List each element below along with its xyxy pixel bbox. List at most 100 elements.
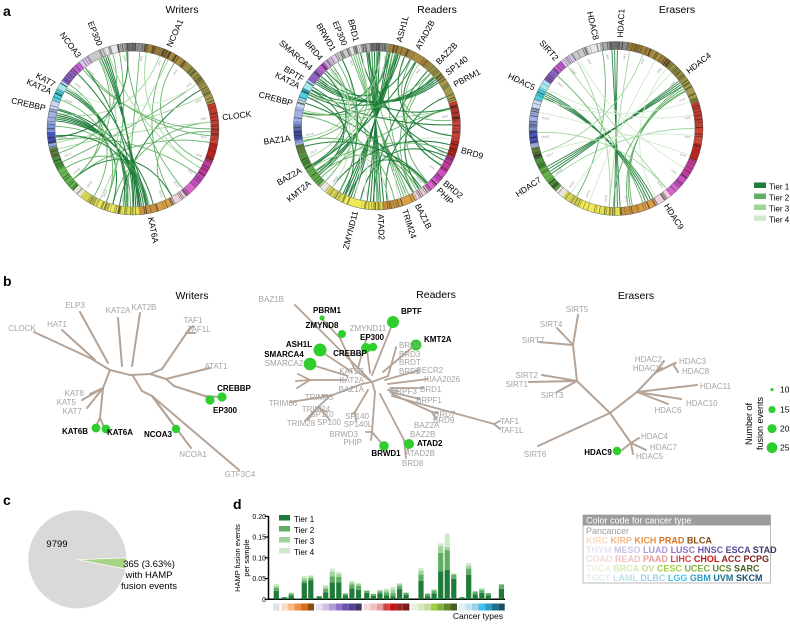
- svg-text:chr21: chr21: [74, 82, 83, 90]
- svg-text:KAT2B: KAT2B: [132, 303, 157, 312]
- svg-text:d: d: [233, 496, 242, 512]
- svg-text:ZMYND11: ZMYND11: [350, 324, 387, 333]
- svg-text:SMARCA4: SMARCA4: [264, 350, 304, 359]
- svg-text:TAF1L: TAF1L: [500, 426, 524, 435]
- svg-text:BRD4: BRD4: [399, 341, 421, 350]
- svg-text:chr15: chr15: [86, 180, 94, 189]
- svg-text:chr20: chr20: [546, 97, 555, 104]
- svg-text:TRIM28: TRIM28: [287, 419, 316, 428]
- svg-text:chr8: chr8: [437, 149, 444, 155]
- svg-text:HDAC8: HDAC8: [682, 367, 710, 376]
- svg-text:HDAC1: HDAC1: [633, 364, 661, 373]
- svg-text:HDAC2: HDAC2: [635, 355, 663, 364]
- svg-text:chr5: chr5: [679, 97, 686, 103]
- svg-text:EP300: EP300: [360, 333, 385, 342]
- svg-text:chr13: chr13: [120, 194, 125, 202]
- svg-text:Tier 4: Tier 4: [769, 216, 790, 225]
- svg-text:chr14: chr14: [347, 184, 354, 193]
- svg-text:c: c: [3, 492, 11, 508]
- svg-text:ATAT1: ATAT1: [204, 362, 228, 371]
- svg-text:SP100: SP100: [317, 418, 342, 427]
- svg-text:ZMYND8: ZMYND8: [306, 321, 339, 330]
- svg-text:chr17: chr17: [310, 148, 319, 155]
- svg-text:KAT6A: KAT6A: [146, 216, 161, 244]
- svg-text:Tier 2: Tier 2: [294, 526, 315, 535]
- svg-text:chr1: chr1: [622, 53, 627, 60]
- svg-text:CLOCK: CLOCK: [8, 324, 36, 333]
- svg-text:chr1: chr1: [139, 55, 144, 62]
- svg-text:PBRM1: PBRM1: [313, 306, 342, 315]
- svg-text:9799: 9799: [46, 539, 67, 550]
- svg-text:HAMP fusion events: HAMP fusion events: [233, 524, 242, 592]
- svg-text:chr9: chr9: [186, 168, 193, 175]
- svg-text:Tier 3: Tier 3: [294, 537, 315, 546]
- svg-text:Color code for cancer type: Color code for cancer type: [586, 515, 692, 525]
- svg-text:HAT1: HAT1: [47, 320, 67, 329]
- svg-text:chrY: chrY: [605, 54, 610, 61]
- svg-text:chr13: chr13: [603, 195, 608, 203]
- svg-text:chr3: chr3: [172, 68, 179, 75]
- svg-text:HDAC11: HDAC11: [700, 382, 732, 391]
- svg-text:HDAC6: HDAC6: [654, 406, 682, 415]
- svg-text:SIRT4: SIRT4: [540, 320, 563, 329]
- svg-text:BRPF1: BRPF1: [416, 396, 442, 405]
- svg-text:BRPF3: BRPF3: [391, 387, 417, 396]
- svg-text:KIRC KIRP KICH PRAD BLCA: KIRC KIRP KICH PRAD BLCA: [586, 535, 712, 545]
- svg-text:chr3: chr3: [656, 67, 663, 74]
- svg-text:chr7: chr7: [200, 135, 207, 140]
- svg-text:chr22: chr22: [87, 68, 95, 77]
- svg-text:Cancer types: Cancer types: [453, 611, 503, 621]
- svg-text:chrX: chrX: [349, 59, 355, 66]
- svg-text:chr6: chr6: [442, 114, 449, 119]
- svg-text:chrY: chrY: [122, 55, 127, 62]
- svg-text:BRD9: BRD9: [433, 416, 455, 425]
- svg-text:b: b: [3, 273, 12, 289]
- svg-text:chr22: chr22: [333, 68, 341, 77]
- svg-text:ATAD2B: ATAD2B: [405, 449, 435, 458]
- svg-text:BRD2: BRD2: [399, 367, 421, 376]
- svg-text:TRIM24: TRIM24: [302, 405, 331, 414]
- svg-text:HDAC9: HDAC9: [584, 448, 612, 457]
- svg-text:Tier 3: Tier 3: [769, 205, 790, 214]
- svg-text:chr13: chr13: [365, 189, 370, 197]
- svg-text:chr16: chr16: [555, 167, 564, 175]
- svg-text:SP110: SP110: [310, 410, 334, 419]
- svg-text:THYM MESO LUAD LUSC HNSC ESCA: THYM MESO LUAD LUSC HNSC ESCA STAD: [586, 545, 777, 555]
- svg-text:HDAC7: HDAC7: [650, 443, 678, 452]
- svg-text:TAF1L: TAF1L: [187, 325, 211, 334]
- svg-text:chr10: chr10: [656, 180, 664, 189]
- svg-text:BRD3: BRD3: [399, 350, 421, 359]
- svg-text:BRWD3: BRWD3: [329, 430, 358, 439]
- svg-text:Erasers: Erasers: [618, 290, 654, 302]
- svg-text:chr20: chr20: [311, 96, 320, 103]
- svg-text:KAT5: KAT5: [57, 398, 77, 407]
- svg-text:chr14: chr14: [102, 189, 109, 198]
- svg-text:NCOA1: NCOA1: [179, 450, 207, 459]
- svg-text:chr6: chr6: [200, 116, 207, 121]
- svg-text:chr17: chr17: [63, 152, 72, 159]
- svg-text:chr10: chr10: [415, 175, 423, 184]
- svg-text:Readers: Readers: [416, 289, 456, 301]
- svg-text:chr12: chr12: [141, 195, 146, 203]
- svg-text:10: 10: [780, 385, 790, 395]
- svg-text:Tier 1: Tier 1: [294, 515, 315, 524]
- svg-text:chr2: chr2: [156, 59, 162, 66]
- svg-text:KAT2B: KAT2B: [339, 367, 364, 376]
- svg-text:365 (3.63%): 365 (3.63%): [123, 559, 175, 570]
- svg-text:chr8: chr8: [196, 152, 203, 158]
- svg-text:Number of: Number of: [744, 402, 754, 445]
- svg-text:chr9: chr9: [428, 164, 435, 171]
- svg-text:20: 20: [780, 424, 790, 434]
- svg-text:SP140: SP140: [345, 412, 370, 421]
- svg-text:CREBBP: CREBBP: [217, 384, 251, 393]
- svg-text:HDAC3: HDAC3: [679, 357, 707, 366]
- svg-text:chr9: chr9: [670, 168, 677, 175]
- svg-text:chr11: chr11: [158, 190, 165, 199]
- svg-text:chr8: chr8: [680, 152, 687, 158]
- svg-text:BAZ2A: BAZ2A: [414, 421, 440, 430]
- svg-text:KAT6B: KAT6B: [62, 427, 88, 436]
- svg-text:per sample: per sample: [242, 539, 251, 576]
- svg-text:BRDT: BRDT: [399, 358, 421, 367]
- svg-text:chr15: chr15: [331, 175, 339, 184]
- svg-text:SIRT5: SIRT5: [566, 305, 589, 314]
